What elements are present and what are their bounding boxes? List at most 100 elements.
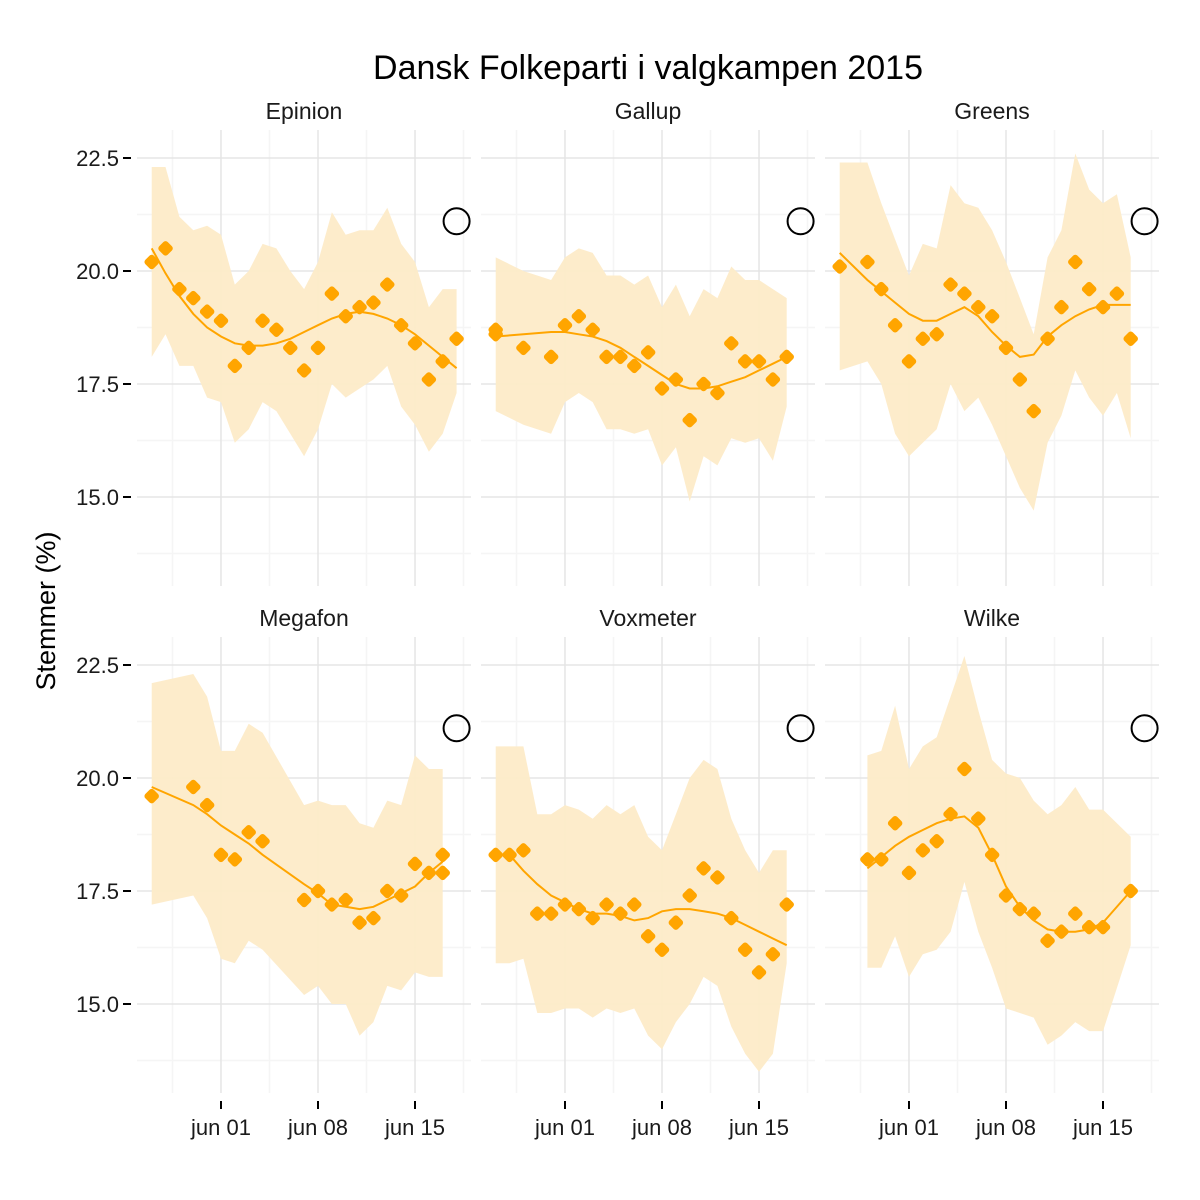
data-point bbox=[310, 883, 326, 899]
data-point bbox=[860, 254, 875, 270]
strip-label: Greens bbox=[954, 98, 1029, 124]
data-point bbox=[832, 259, 847, 274]
data-point bbox=[971, 299, 986, 315]
data-point bbox=[144, 254, 159, 270]
data-point bbox=[1095, 299, 1111, 315]
data-point bbox=[516, 843, 531, 858]
data-point bbox=[393, 888, 409, 903]
data-point bbox=[488, 327, 503, 342]
y-tick-label: 22.5 bbox=[76, 146, 119, 171]
data-point bbox=[227, 358, 243, 374]
data-point bbox=[901, 354, 917, 369]
strip-label: Voxmeter bbox=[599, 605, 696, 631]
election-result-marker bbox=[786, 714, 815, 743]
data-point bbox=[435, 865, 450, 881]
data-point bbox=[640, 345, 656, 360]
data-point bbox=[627, 358, 642, 374]
y-tick-label: 15.0 bbox=[76, 485, 119, 510]
data-point bbox=[724, 336, 739, 351]
data-point bbox=[213, 847, 229, 863]
data-point bbox=[158, 241, 173, 256]
data-point bbox=[585, 322, 600, 338]
data-point bbox=[186, 779, 201, 795]
data-point bbox=[310, 340, 326, 356]
data-point bbox=[144, 788, 159, 804]
data-point bbox=[929, 327, 944, 342]
data-point bbox=[957, 761, 972, 777]
confidence-ribbon bbox=[867, 656, 1131, 1045]
x-tick-label: jun 08 bbox=[287, 1115, 348, 1140]
y-tick-label: 22.5 bbox=[76, 653, 119, 678]
data-point bbox=[199, 797, 215, 813]
data-point bbox=[765, 372, 781, 387]
data-point bbox=[1081, 919, 1097, 935]
data-point bbox=[571, 308, 587, 324]
data-point bbox=[710, 385, 725, 401]
data-point bbox=[779, 349, 794, 365]
data-point bbox=[627, 897, 642, 912]
strip-label: Gallup bbox=[615, 98, 681, 124]
data-point bbox=[283, 340, 298, 356]
data-point bbox=[516, 340, 531, 356]
data-point bbox=[241, 340, 256, 356]
data-point bbox=[654, 381, 670, 396]
election-result-marker bbox=[442, 207, 471, 236]
election-result-marker bbox=[786, 207, 815, 236]
data-point bbox=[599, 349, 614, 365]
data-point bbox=[613, 906, 628, 921]
x-tick-label: jun 15 bbox=[1072, 1115, 1133, 1140]
data-point bbox=[296, 892, 312, 908]
confidence-ribbon bbox=[839, 153, 1131, 511]
data-point bbox=[1068, 254, 1083, 270]
data-point bbox=[915, 331, 931, 347]
data-point bbox=[874, 852, 889, 867]
data-point bbox=[599, 897, 614, 912]
election-result-marker bbox=[1130, 714, 1159, 743]
election-result-marker bbox=[442, 714, 471, 743]
data-point bbox=[874, 281, 889, 297]
data-point bbox=[172, 281, 187, 297]
x-tick-label: jun 08 bbox=[975, 1115, 1036, 1140]
data-point bbox=[557, 317, 573, 333]
panel-wilke: Wilke jun 01 jun 08 jun 15 bbox=[825, 605, 1159, 1140]
data-point bbox=[1123, 331, 1138, 347]
data-point bbox=[227, 852, 243, 867]
panel-gallup: Gallup bbox=[481, 98, 815, 586]
data-point bbox=[1109, 286, 1125, 301]
data-point bbox=[710, 870, 725, 885]
data-point bbox=[1040, 933, 1055, 948]
confidence-ribbon bbox=[495, 746, 787, 1072]
data-point bbox=[186, 290, 201, 306]
data-point bbox=[737, 354, 753, 369]
panel-epinion: Epinion 15.0 17.5 20.0 22.5 bbox=[76, 98, 471, 586]
data-point bbox=[887, 317, 903, 333]
data-point bbox=[682, 888, 697, 903]
confidence-ribbon bbox=[151, 167, 457, 457]
data-point bbox=[682, 412, 697, 428]
panel-megafon: Megafon 15.0 17.5 20.0 22.5 jun 01 jun 08 jun 1… bbox=[76, 605, 471, 1140]
confidence-ribbon bbox=[151, 674, 443, 1036]
data-point bbox=[765, 947, 781, 962]
smooth-trend-line bbox=[495, 853, 788, 947]
data-point bbox=[380, 277, 395, 292]
y-tick-label: 17.5 bbox=[76, 372, 119, 397]
chart-title: Dansk Folkeparti i valgkampen 2015 bbox=[373, 49, 923, 87]
data-point bbox=[241, 824, 256, 840]
data-point bbox=[696, 861, 711, 876]
data-point bbox=[338, 892, 353, 908]
data-point bbox=[407, 856, 423, 872]
data-point bbox=[957, 286, 972, 301]
x-tick-label: jun 01 bbox=[190, 1115, 251, 1140]
y-tick-label: 15.0 bbox=[76, 992, 119, 1017]
data-point bbox=[668, 915, 684, 930]
data-point bbox=[449, 331, 464, 347]
data-point bbox=[407, 336, 423, 351]
y-tick-label: 17.5 bbox=[76, 879, 119, 904]
data-point bbox=[324, 897, 340, 912]
data-point bbox=[901, 865, 917, 881]
data-point bbox=[915, 843, 931, 858]
data-point bbox=[737, 942, 753, 958]
data-point bbox=[1123, 883, 1138, 899]
data-point bbox=[1012, 901, 1028, 917]
data-point bbox=[984, 847, 1000, 863]
